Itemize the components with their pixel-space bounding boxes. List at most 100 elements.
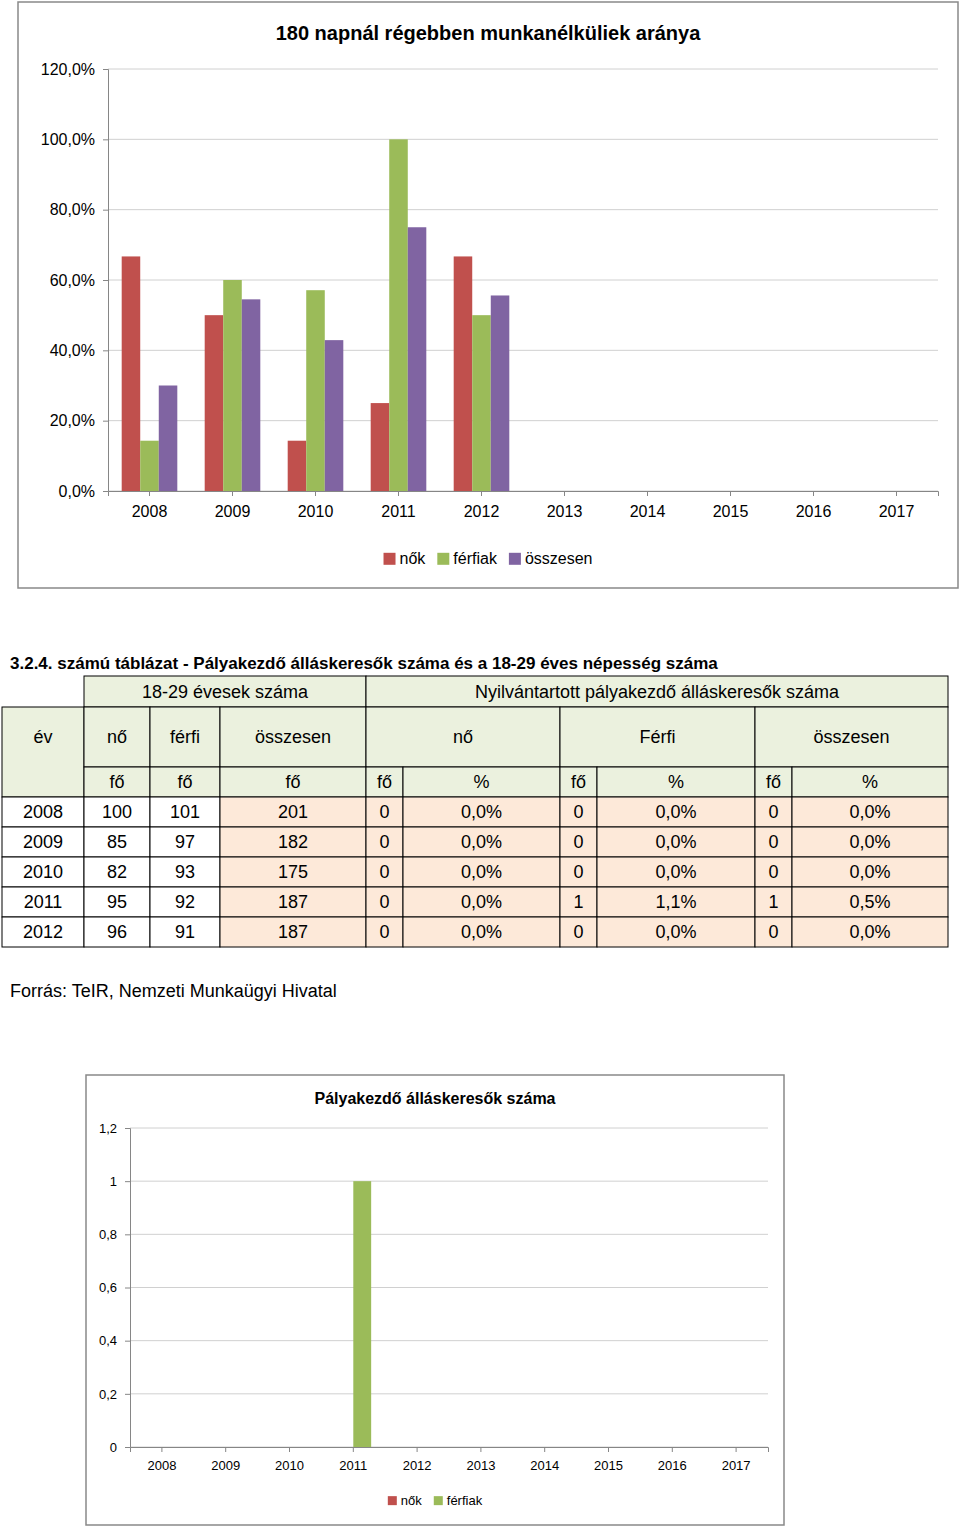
legend-swatch bbox=[434, 1496, 443, 1505]
grid-line bbox=[130, 1181, 768, 1182]
table-cell-text: 0 bbox=[573, 862, 583, 882]
x-tick: 2015 bbox=[594, 1447, 623, 1473]
y-tick-label: 120,0% bbox=[41, 61, 95, 78]
legend-swatch bbox=[388, 1496, 397, 1505]
x-tick: 2017 bbox=[879, 491, 915, 520]
table-cell-text: év bbox=[33, 727, 52, 747]
table-cell-text: fő bbox=[571, 772, 586, 792]
table-cell bbox=[84, 917, 150, 947]
y-axis-line bbox=[125, 1129, 131, 1448]
table-cell bbox=[84, 857, 150, 887]
legend-swatch bbox=[384, 553, 396, 565]
x-tick-label: 2013 bbox=[466, 1458, 495, 1473]
legend-item: összesen bbox=[509, 550, 593, 567]
table-cell bbox=[366, 887, 403, 917]
legend-label: férfiak bbox=[447, 1493, 483, 1508]
table-cell bbox=[597, 857, 755, 887]
y-tick: 100,0% bbox=[41, 131, 108, 148]
x-tick-label: 2014 bbox=[530, 1458, 559, 1473]
x-tick: 2010 bbox=[275, 1447, 304, 1473]
table-cell-text: 187 bbox=[278, 922, 308, 942]
table-cell-text: 187 bbox=[278, 892, 308, 912]
y-tick-mark bbox=[125, 1341, 130, 1342]
table-cell bbox=[560, 797, 597, 827]
table-cell bbox=[755, 797, 792, 827]
bar bbox=[472, 315, 491, 491]
grid-line bbox=[130, 1234, 768, 1235]
x-tick-label: 2012 bbox=[464, 503, 500, 520]
x-tick: 2009 bbox=[215, 491, 251, 520]
bar bbox=[306, 290, 325, 491]
x-tick-label: 2008 bbox=[147, 1458, 176, 1473]
x-tick: 2014 bbox=[630, 491, 666, 520]
bar bbox=[399, 1447, 417, 1448]
table-cell-text: fő bbox=[766, 772, 781, 792]
table-cell bbox=[560, 857, 597, 887]
grid-line bbox=[130, 1393, 768, 1394]
table-cell-text: % bbox=[668, 772, 684, 792]
chart-title: Pályakezdő álláskeresők száma bbox=[314, 1090, 555, 1107]
table-cell-text: 0 bbox=[573, 832, 583, 852]
y-tick-mark bbox=[103, 210, 108, 211]
table-cell bbox=[560, 767, 597, 797]
y-tick-label: 60,0% bbox=[50, 272, 95, 289]
y-tick-label: 1,2 bbox=[99, 1121, 117, 1136]
table-cell bbox=[792, 827, 948, 857]
table-cell bbox=[755, 917, 792, 947]
table-cell-text: 2012 bbox=[23, 922, 63, 942]
x-tick-mark bbox=[564, 491, 565, 496]
table-cell bbox=[220, 887, 366, 917]
x-tick-mark bbox=[672, 1447, 673, 1452]
table-cell-text: 1 bbox=[573, 892, 583, 912]
bar bbox=[272, 1447, 290, 1448]
table-cell-text: 0 bbox=[379, 802, 389, 822]
table-cell bbox=[403, 887, 560, 917]
table-cell bbox=[560, 887, 597, 917]
x-tick-label: 2009 bbox=[211, 1458, 240, 1473]
table-cell bbox=[403, 857, 560, 887]
table-cell-text: 0 bbox=[573, 802, 583, 822]
table-cell bbox=[220, 797, 366, 827]
bar bbox=[325, 340, 344, 491]
x-tick: 2008 bbox=[132, 491, 168, 520]
table-cell-text: 182 bbox=[278, 832, 308, 852]
table-cell-text: fő bbox=[377, 772, 392, 792]
table-cell-text: 201 bbox=[278, 802, 308, 822]
table-cell bbox=[560, 827, 597, 857]
table-source: Forrás: TeIR, Nemzeti Munkaügyi Hivatal bbox=[10, 981, 337, 1001]
x-tick: 2012 bbox=[403, 1447, 432, 1473]
y-axis-line bbox=[103, 70, 109, 492]
table-cell-text: 0 bbox=[768, 862, 778, 882]
y-tick-label: 0 bbox=[110, 1440, 117, 1455]
table-cell-text: 0,0% bbox=[461, 922, 502, 942]
x-tick-mark bbox=[398, 491, 399, 496]
x-tick-label: 2011 bbox=[381, 503, 416, 520]
x-tick-label: 2014 bbox=[630, 503, 666, 520]
grid-line bbox=[130, 1287, 768, 1288]
table-cell bbox=[2, 797, 84, 827]
table-cell bbox=[2, 917, 84, 947]
y-tick-label: 40,0% bbox=[50, 342, 95, 359]
x-tick: 2013 bbox=[547, 491, 583, 520]
bar bbox=[408, 227, 427, 491]
table-cell bbox=[84, 707, 150, 767]
y-tick: 0,0% bbox=[59, 483, 108, 500]
table-cell-text: 97 bbox=[175, 832, 195, 852]
table-cell-text: 18-29 évesek száma bbox=[142, 682, 309, 702]
table-cell bbox=[150, 797, 220, 827]
y-axis: 0,0%20,0%40,0%60,0%80,0%100,0%120,0% bbox=[41, 61, 109, 500]
x-tick-mark bbox=[647, 491, 648, 496]
table-cell-text: 0 bbox=[379, 922, 389, 942]
table-cell-text: 0,0% bbox=[461, 802, 502, 822]
x-tick: 2016 bbox=[658, 1447, 687, 1473]
table-cell-text: fő bbox=[285, 772, 300, 792]
x-tick-label: 2012 bbox=[403, 1458, 432, 1473]
y-tick-mark bbox=[125, 1288, 130, 1289]
x-tick-mark bbox=[544, 1447, 545, 1452]
table-cell-text: Férfi bbox=[640, 727, 676, 747]
y-tick: 0,2 bbox=[99, 1386, 130, 1401]
x-tick: 2017 bbox=[722, 1447, 751, 1473]
y-tick: 120,0% bbox=[41, 61, 108, 78]
x-tick-mark bbox=[289, 1447, 290, 1452]
table-cell-text: fő bbox=[177, 772, 192, 792]
